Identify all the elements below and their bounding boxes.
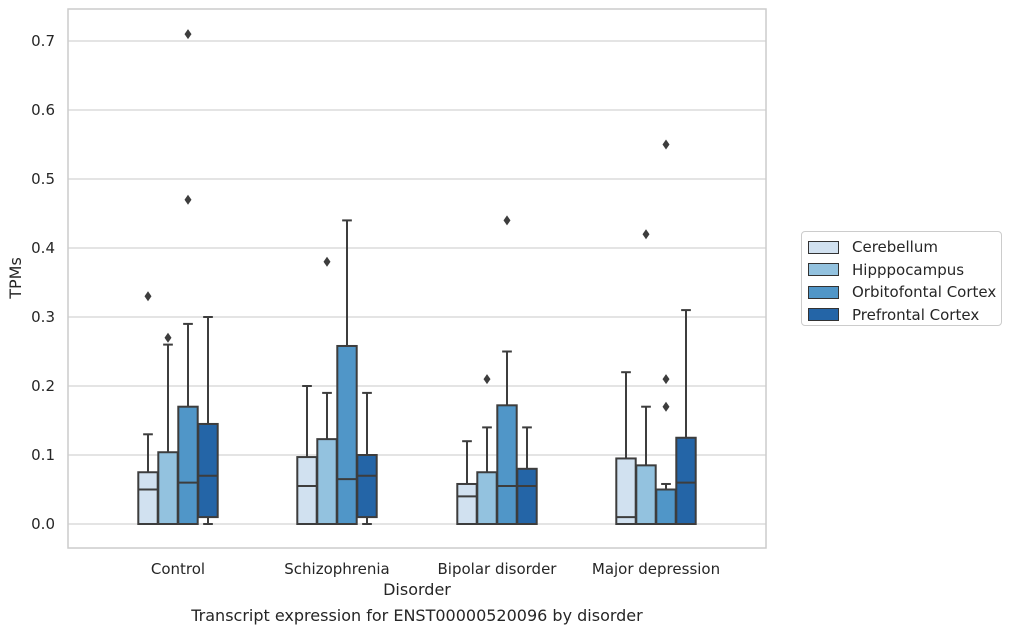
box-1-3 xyxy=(356,391,378,525)
box-0-2 xyxy=(177,29,199,526)
legend-swatch xyxy=(808,240,839,254)
y-tick-label: 0.4 xyxy=(31,239,55,257)
plot-frame xyxy=(67,8,767,549)
box-3-3 xyxy=(675,309,697,525)
box-body xyxy=(675,436,697,525)
outlier-point xyxy=(662,401,670,412)
box-body xyxy=(615,457,637,526)
legend-label: Prefrontal Cortex xyxy=(852,305,980,324)
y-tick-label: 0.1 xyxy=(31,446,55,464)
box-2-2 xyxy=(496,215,518,526)
y-tick-label: 0.0 xyxy=(31,515,55,533)
outlier-point xyxy=(164,332,172,343)
legend-item: Prefrontal Cortex xyxy=(802,304,1001,327)
box-body xyxy=(356,454,378,519)
box-2-0 xyxy=(456,440,478,526)
box-0-1 xyxy=(157,332,179,525)
box-3-2 xyxy=(655,139,677,525)
outlier-point xyxy=(662,139,670,150)
legend-label: Cerebellum xyxy=(852,238,938,257)
box-body xyxy=(496,404,518,526)
legend-item: Hipppocampus xyxy=(802,259,1001,282)
box-body xyxy=(516,467,538,525)
y-tick-label: 0.7 xyxy=(31,32,55,50)
x-tick-label: Control xyxy=(151,560,205,578)
box-body xyxy=(137,471,159,525)
outlier-point xyxy=(503,215,511,226)
box-body xyxy=(456,482,478,526)
box-3-0 xyxy=(615,371,637,526)
box-body xyxy=(296,456,318,526)
legend-item: Orbitofontal Cortex xyxy=(802,281,1001,304)
x-tick-labels: Control Schizophrenia Bipolar disorder Majo… xyxy=(151,560,720,578)
legend-item: Cerebellum xyxy=(802,236,1001,259)
box-body xyxy=(197,422,219,519)
y-tick-label: 0.5 xyxy=(31,170,55,188)
box-1-1 xyxy=(316,256,338,526)
legend: Cerebellum Hipppocampus Orbitofontal Corte… xyxy=(801,231,1002,326)
y-tick-labels: 0.0 0.1 0.2 0.3 0.4 0.5 0.6 0.7 xyxy=(31,32,55,533)
outlier-point xyxy=(184,194,192,205)
outlier-point xyxy=(642,229,650,240)
box-body xyxy=(655,488,677,525)
x-tick-label: Major depression xyxy=(592,560,720,578)
legend-swatch xyxy=(808,308,839,322)
box-body xyxy=(316,438,338,526)
y-tick-label: 0.6 xyxy=(31,101,55,119)
box-layer xyxy=(137,29,697,526)
box-1-0 xyxy=(296,385,318,526)
legend-label: Hipppocampus xyxy=(852,260,965,279)
chart-caption: Transcript expression for ENST0000052009… xyxy=(191,606,643,625)
box-body xyxy=(635,464,657,526)
legend-label: Orbitofontal Cortex xyxy=(852,283,997,302)
outlier-point xyxy=(323,256,331,267)
legend-swatch xyxy=(808,263,839,277)
box-3-1 xyxy=(635,229,657,526)
y-tick-label: 0.3 xyxy=(31,308,55,326)
outlier-point xyxy=(184,29,192,40)
box-2-1 xyxy=(476,374,498,525)
y-axis-label: TPMs xyxy=(6,257,25,300)
box-body xyxy=(157,451,179,525)
box-0-3 xyxy=(197,316,219,525)
box-0-0 xyxy=(137,291,159,525)
box-body xyxy=(177,405,199,526)
x-axis-label: Disorder xyxy=(383,580,451,599)
x-tick-label: Schizophrenia xyxy=(284,560,389,578)
box-1-2 xyxy=(336,219,358,526)
box-2-3 xyxy=(516,426,538,525)
outlier-point xyxy=(483,374,491,385)
outlier-point xyxy=(662,374,670,385)
box-body xyxy=(476,471,498,525)
box-body xyxy=(336,344,358,526)
y-tick-label: 0.2 xyxy=(31,377,55,395)
outlier-point xyxy=(144,291,152,302)
legend-swatch xyxy=(808,285,839,299)
x-tick-label: Bipolar disorder xyxy=(438,560,558,578)
